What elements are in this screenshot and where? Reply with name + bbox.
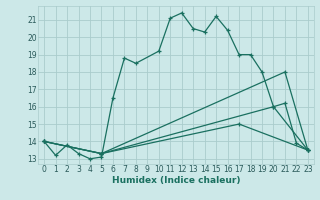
X-axis label: Humidex (Indice chaleur): Humidex (Indice chaleur): [112, 176, 240, 185]
